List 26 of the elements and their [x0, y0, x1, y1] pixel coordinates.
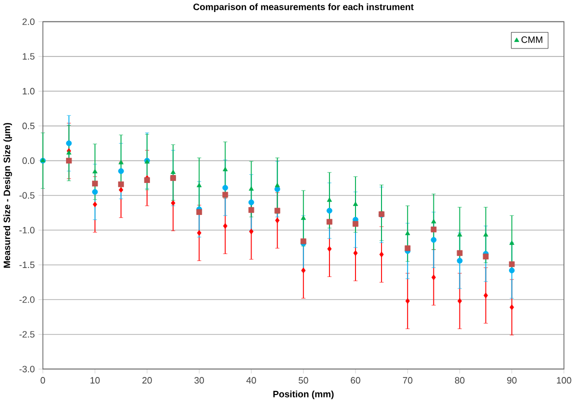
- y-tick-label: -1.0: [19, 227, 35, 234]
- x-tick-label: 20: [142, 377, 152, 384]
- y-tick-label: -2.0: [19, 296, 35, 304]
- x-tick-label: 60: [350, 377, 360, 384]
- chart-title: Comparison of measurements for each instrument: [193, 4, 414, 12]
- y-tick-label: 2.0: [22, 18, 35, 26]
- x-tick-label: 100: [556, 377, 572, 384]
- y-tick-label: -0.5: [19, 192, 34, 199]
- x-tick-label: 80: [455, 377, 464, 384]
- x-tick-label: 50: [298, 377, 308, 384]
- x-tick-label: 30: [194, 377, 204, 384]
- y-tick-label: 0.0: [22, 158, 35, 164]
- x-axis-title: Position (mm): [273, 390, 334, 400]
- y-tick-label: 0.5: [22, 122, 34, 130]
- y-axis-title: Measured Size - Design Size (µm): [3, 123, 12, 268]
- y-tick-label: -2.5: [19, 331, 34, 338]
- y-tick-label: -1.5: [19, 262, 34, 268]
- x-tick-label: 10: [90, 377, 100, 384]
- y-tick-label: -3.0: [19, 366, 35, 373]
- x-tick-label: 90: [507, 377, 517, 384]
- x-tick-label: 40: [246, 377, 256, 384]
- x-tick-label: 0: [40, 377, 46, 384]
- y-tick-label: 1.5: [22, 53, 34, 60]
- x-tick-label: 70: [402, 377, 412, 384]
- y-tick-label: 1.0: [22, 88, 35, 95]
- legend-label: CMM: [521, 36, 542, 44]
